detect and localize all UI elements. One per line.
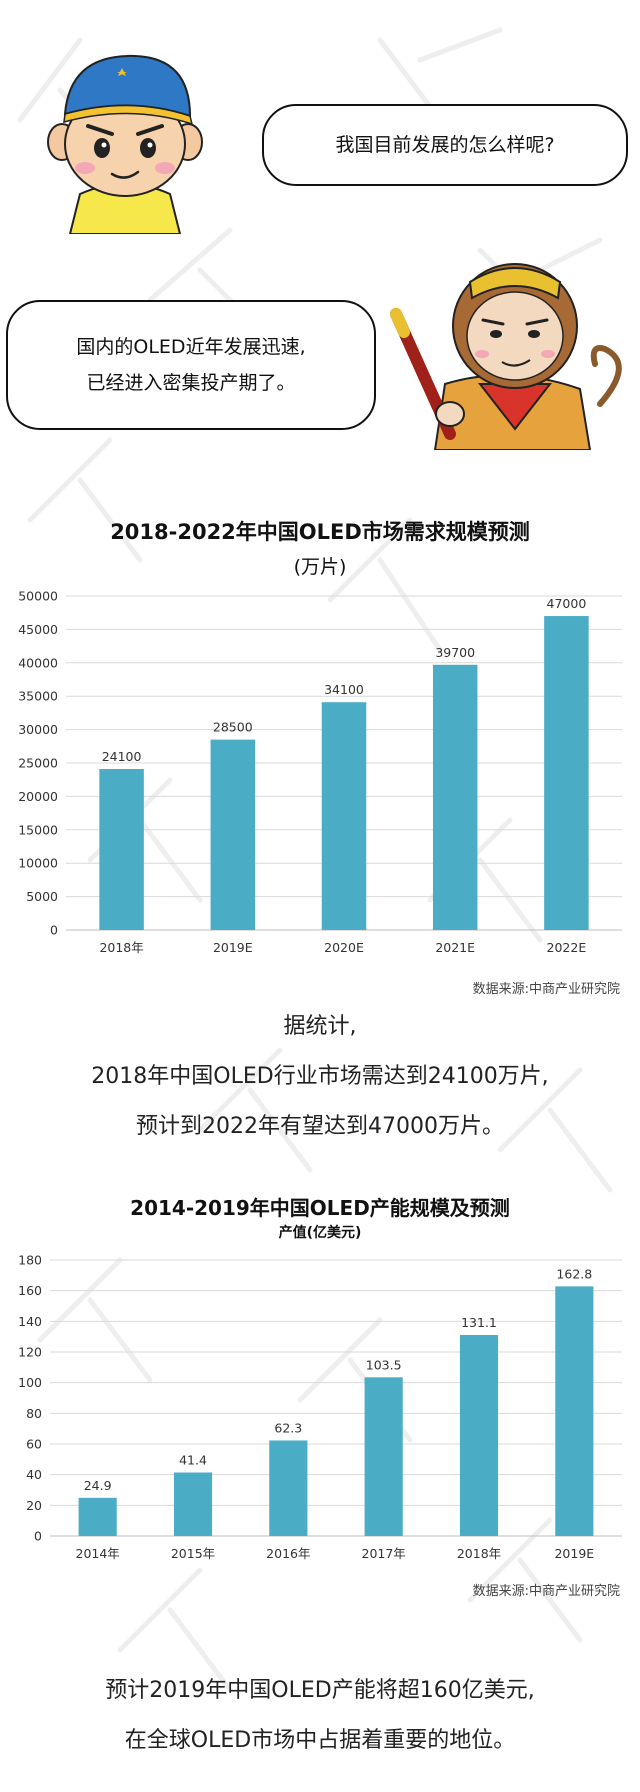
chart2-y-tick-label: 160 <box>18 1283 42 1298</box>
chart1-y-tick-label: 5000 <box>26 889 58 904</box>
chart1-x-tick-label: 2021E <box>435 940 475 955</box>
chart2-y-tick-label: 80 <box>26 1406 42 1421</box>
chart1-bar <box>210 739 256 930</box>
chart2-value-label: 62.3 <box>274 1420 302 1435</box>
monkey-character-illustration <box>390 263 622 450</box>
chart2-x-tick-label: 2014年 <box>76 1546 120 1561</box>
chart2-bar <box>555 1286 594 1536</box>
chart1-value-label: 34100 <box>324 682 364 697</box>
chart1-y-tick-label: 50000 <box>18 589 58 604</box>
chart2-y-tick-label: 0 <box>34 1529 42 1544</box>
chart1-bar <box>321 702 367 930</box>
chart1-value-label: 24100 <box>102 749 142 764</box>
chart1-y-tick-label: 35000 <box>18 689 58 704</box>
chart2-value-label: 24.9 <box>84 1478 112 1493</box>
paragraph2-line2: 在全球OLED市场中占据着重要的地位。 <box>124 1728 516 1753</box>
chart2-y-tick-label: 180 <box>18 1253 42 1268</box>
paragraph1-line2: 2018年中国OLED行业市场需达到24100万片, <box>91 1064 549 1089</box>
paragraph1-line1: 据统计, <box>283 1014 357 1039</box>
chart1-y-tick-label: 15000 <box>18 822 58 837</box>
chart1-bar <box>432 664 478 930</box>
chart2-value-label: 103.5 <box>366 1357 402 1372</box>
answer-speech-bubble: 国内的OLED近年发展迅速, 已经进入密集投产期了。 <box>6 300 376 430</box>
chart2-y-tick-label: 120 <box>18 1345 42 1360</box>
chart2-y-tick-label: 20 <box>26 1498 42 1513</box>
chart1-value-label: 28500 <box>213 720 253 735</box>
chart2-bar <box>78 1497 117 1536</box>
chart1-y-tick-label: 10000 <box>18 856 58 871</box>
chart1-title: 2018-2022年中国OLED市场需求规模预测 <box>110 520 530 544</box>
chart1-x-tick-label: 2020E <box>324 940 364 955</box>
chart1-value-label: 47000 <box>547 596 587 611</box>
chart2-title: 2014-2019年中国OLED产能规模及预测 <box>130 1196 510 1220</box>
chart2-source: 数据来源:中商产业研究院 <box>472 1584 620 1599</box>
chart1-y-tick-label: 20000 <box>18 789 58 804</box>
chart1-value-label: 39700 <box>435 645 475 660</box>
chart2-value-label: 162.8 <box>556 1266 592 1281</box>
chart1-x-tick-label: 2019E <box>213 940 253 955</box>
chart1-y-tick-label: 45000 <box>18 622 58 637</box>
chart2-y-tick-label: 140 <box>18 1314 42 1329</box>
chart1-x-tick-label: 2018年 <box>99 940 143 955</box>
chart2-subtitle: 产值(亿美元) <box>278 1225 362 1241</box>
answer-text-line2: 已经进入密集投产期了。 <box>86 372 296 394</box>
chart1-bar-chart: 0 5000 10000 15000 20000 25000 30000 35000 40000… <box>18 589 622 955</box>
chart2-y-tick-label: 60 <box>26 1437 42 1452</box>
chart2-value-label: 131.1 <box>461 1315 497 1330</box>
chart2-value-label: 41.4 <box>179 1453 207 1468</box>
chart2-x-tick-label: 2015年 <box>171 1546 215 1561</box>
question-text: 我国目前发展的怎么样呢? <box>335 133 555 156</box>
question-speech-bubble: 我国目前发展的怎么样呢? <box>262 104 628 186</box>
chart2-bar-chart: 0 20 40 60 80 100 120 140 160 180 24.9 2014年 41.4 201… <box>18 1253 622 1561</box>
chart2-x-tick-label: 2019E <box>554 1546 594 1561</box>
chart1-x-tick-label: 2022E <box>547 940 587 955</box>
chart2-y-tick-label: 100 <box>18 1375 42 1390</box>
chart2-bar <box>269 1440 308 1536</box>
chart1-y-tick-label: 25000 <box>18 756 58 771</box>
chart1-source: 数据来源:中商产业研究院 <box>472 982 620 997</box>
paragraph1-line3: 预计到2022年有望达到47000万片。 <box>136 1114 504 1139</box>
chart1-y-tick-label: 40000 <box>18 655 58 670</box>
answer-text-line1: 国内的OLED近年发展迅速, <box>76 335 306 358</box>
chart1-bar <box>99 769 144 930</box>
chart2-x-tick-label: 2017年 <box>362 1546 406 1561</box>
paragraph2-line1: 预计2019年中国OLED产能将超160亿美元, <box>105 1678 535 1703</box>
chart2-bar <box>459 1334 499 1536</box>
chart1-bar <box>544 616 589 930</box>
chart2-x-tick-label: 2018年 <box>457 1546 501 1561</box>
chart2-x-tick-label: 2016年 <box>266 1546 310 1561</box>
chart2-bar <box>364 1377 403 1536</box>
chart1-y-tick-label: 0 <box>50 923 58 938</box>
chart2-bar <box>173 1472 213 1536</box>
boy-character-illustration <box>47 54 203 234</box>
chart1-y-tick-label: 30000 <box>18 722 58 737</box>
chart2-y-tick-label: 40 <box>26 1467 42 1482</box>
chart1-subtitle: (万片) <box>293 556 347 578</box>
